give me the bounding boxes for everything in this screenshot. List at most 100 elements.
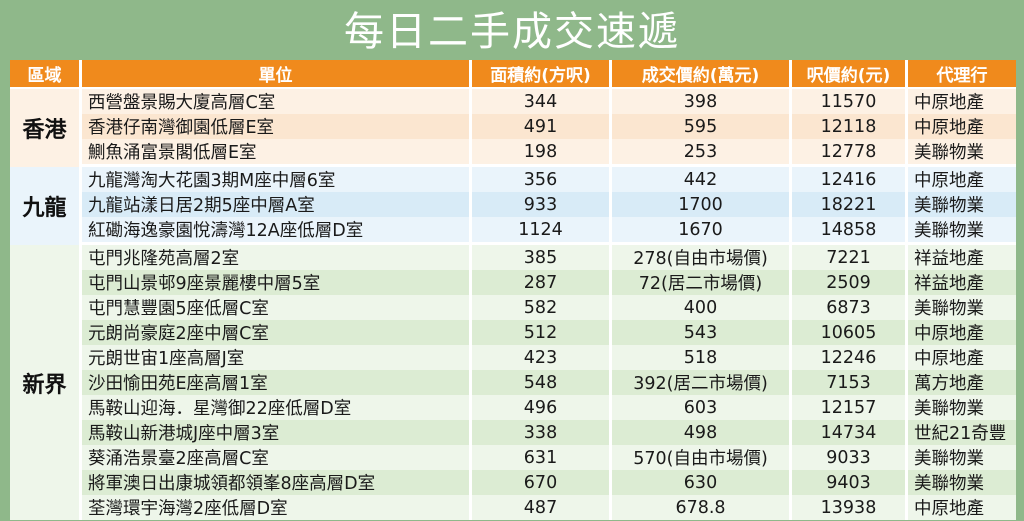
table-row: 香港 西營盤景賜大廈高層C室 344 398 11570 中原地產	[10, 89, 1016, 167]
agency-cell: 中原地產	[908, 114, 1016, 139]
psf-cell: 7153	[792, 370, 908, 395]
header-unit: 單位	[82, 60, 472, 89]
psf-cell: 12157	[792, 395, 908, 420]
price-cell: 570(自由市場價)	[612, 445, 792, 470]
unit-cell: 紅磡海逸豪園悅濤灣12A座低層D室	[82, 217, 472, 245]
agency-cell: 中原地產	[908, 167, 1016, 192]
psf-cell: 11570	[792, 89, 908, 114]
area-cell: 670	[472, 470, 612, 495]
agency-cell: 中原地產	[908, 345, 1016, 370]
area-cell: 933	[472, 192, 612, 217]
area-cell: 512	[472, 320, 612, 345]
psf-cell: 9033	[792, 445, 908, 470]
group-kowloon: 九龍 九龍灣淘大花園3期M座中層6室 356 442 12416 中原地產 九龍…	[10, 167, 1016, 245]
area-cell: 496	[472, 395, 612, 420]
agency-cell: 中原地產	[908, 89, 1016, 114]
agency-cell: 美聯物業	[908, 217, 1016, 245]
price-cell: 1700	[612, 192, 792, 217]
unit-cell: 屯門慧豐園5座低層C室	[82, 295, 472, 320]
unit-cell: 沙田愉田苑E座高層1室	[82, 370, 472, 395]
price-cell: 400	[612, 295, 792, 320]
price-cell: 72(居二市場價)	[612, 270, 792, 295]
agency-cell: 中原地產	[908, 495, 1016, 520]
psf-cell: 7221	[792, 245, 908, 270]
price-cell: 442	[612, 167, 792, 192]
price-cell: 278(自由市場價)	[612, 245, 792, 270]
psf-cell: 14858	[792, 217, 908, 245]
area-cell: 487	[472, 495, 612, 520]
price-cell: 392(居二市場價)	[612, 370, 792, 395]
table-row: 新界 屯門兆隆苑高層2室 385 278(自由市場價) 7221 祥益地產	[10, 245, 1016, 520]
region-label: 九龍	[10, 167, 82, 245]
unit-cell: 屯門山景邨9座景麗樓中層5室	[82, 270, 472, 295]
header-agency: 代理行	[908, 60, 1016, 89]
agency-cell: 美聯物業	[908, 470, 1016, 495]
agency-cell: 祥益地產	[908, 245, 1016, 270]
table-row: 元朗尚豪庭2座中層C室 512 543 10605 中原地產	[10, 320, 1016, 345]
table-header: 區域 單位 面積約(方呎) 成交價約(萬元) 呎價約(元) 代理行	[10, 60, 1016, 89]
unit-cell: 西營盤景賜大廈高層C室	[82, 89, 472, 114]
agency-cell: 美聯物業	[908, 139, 1016, 167]
agency-cell: 祥益地產	[908, 270, 1016, 295]
agency-cell: 中原地產	[908, 320, 1016, 345]
psf-cell: 10605	[792, 320, 908, 345]
area-cell: 548	[472, 370, 612, 395]
area-cell: 356	[472, 167, 612, 192]
unit-cell: 九龍站漾日居2期5座中層A室	[82, 192, 472, 217]
unit-cell: 將軍澳日出康城領都領峯8座高層D室	[82, 470, 472, 495]
table-row: 沙田愉田苑E座高層1室 548 392(居二市場價) 7153 萬方地產	[10, 370, 1016, 395]
table-row: 葵涌浩景臺2座高層C室 631 570(自由市場價) 9033 美聯物業	[10, 445, 1016, 470]
area-cell: 631	[472, 445, 612, 470]
agency-cell: 美聯物業	[908, 295, 1016, 320]
area-cell: 491	[472, 114, 612, 139]
table-row: 元朗世宙1座高層J室 423 518 12246 中原地產	[10, 345, 1016, 370]
header-row: 區域 單位 面積約(方呎) 成交價約(萬元) 呎價約(元) 代理行	[10, 60, 1016, 89]
table-row: 紅磡海逸豪園悅濤灣12A座低層D室 1124 1670 14858 美聯物業	[10, 217, 1016, 245]
transactions-table: 區域 單位 面積約(方呎) 成交價約(萬元) 呎價約(元) 代理行 香港 西營盤…	[10, 60, 1016, 520]
unit-cell: 元朗世宙1座高層J室	[82, 345, 472, 370]
price-cell: 253	[612, 139, 792, 167]
unit-cell: 荃灣環宇海灣2座低層D室	[82, 495, 472, 520]
area-cell: 287	[472, 270, 612, 295]
area-cell: 582	[472, 295, 612, 320]
table-row: 將軍澳日出康城領都領峯8座高層D室 670 630 9403 美聯物業	[10, 470, 1016, 495]
price-cell: 543	[612, 320, 792, 345]
table-row: 鰂魚涌富景閣低層E室 198 253 12778 美聯物業	[10, 139, 1016, 167]
header-price: 成交價約(萬元)	[612, 60, 792, 89]
unit-cell: 香港仔南灣御園低層E室	[82, 114, 472, 139]
page-title: 每日二手成交速遞	[344, 9, 680, 55]
agency-cell: 美聯物業	[908, 192, 1016, 217]
psf-cell: 6873	[792, 295, 908, 320]
price-cell: 498	[612, 420, 792, 445]
price-cell: 518	[612, 345, 792, 370]
table-row: 九龍站漾日居2期5座中層A室 933 1700 18221 美聯物業	[10, 192, 1016, 217]
table-row: 九龍 九龍灣淘大花園3期M座中層6室 356 442 12416 中原地產	[10, 167, 1016, 245]
psf-cell: 13938	[792, 495, 908, 520]
psf-cell: 9403	[792, 470, 908, 495]
header-psf: 呎價約(元)	[792, 60, 908, 89]
header-area: 面積約(方呎)	[472, 60, 612, 89]
table-row: 馬鞍山新港城J座中層3室 338 498 14734 世紀21奇豐	[10, 420, 1016, 445]
area-cell: 1124	[472, 217, 612, 245]
price-cell: 630	[612, 470, 792, 495]
region-label: 香港	[10, 89, 82, 167]
psf-cell: 12778	[792, 139, 908, 167]
group-new-territories: 新界 屯門兆隆苑高層2室 385 278(自由市場價) 7221 祥益地產 屯門…	[10, 245, 1016, 520]
area-cell: 198	[472, 139, 612, 167]
psf-cell: 14734	[792, 420, 908, 445]
agency-cell: 世紀21奇豐	[908, 420, 1016, 445]
region-label: 新界	[10, 245, 82, 520]
unit-cell: 鰂魚涌富景閣低層E室	[82, 139, 472, 167]
psf-cell: 12118	[792, 114, 908, 139]
group-hong-kong: 香港 西營盤景賜大廈高層C室 344 398 11570 中原地產 香港仔南灣御…	[10, 89, 1016, 167]
psf-cell: 18221	[792, 192, 908, 217]
area-cell: 338	[472, 420, 612, 445]
unit-cell: 葵涌浩景臺2座高層C室	[82, 445, 472, 470]
table-row: 荃灣環宇海灣2座低層D室 487 678.8 13938 中原地產	[10, 495, 1016, 520]
agency-cell: 美聯物業	[908, 395, 1016, 420]
table-row: 馬鞍山迎海．星灣御22座低層D室 496 603 12157 美聯物業	[10, 395, 1016, 420]
price-cell: 603	[612, 395, 792, 420]
psf-cell: 12416	[792, 167, 908, 192]
header-region: 區域	[10, 60, 82, 89]
